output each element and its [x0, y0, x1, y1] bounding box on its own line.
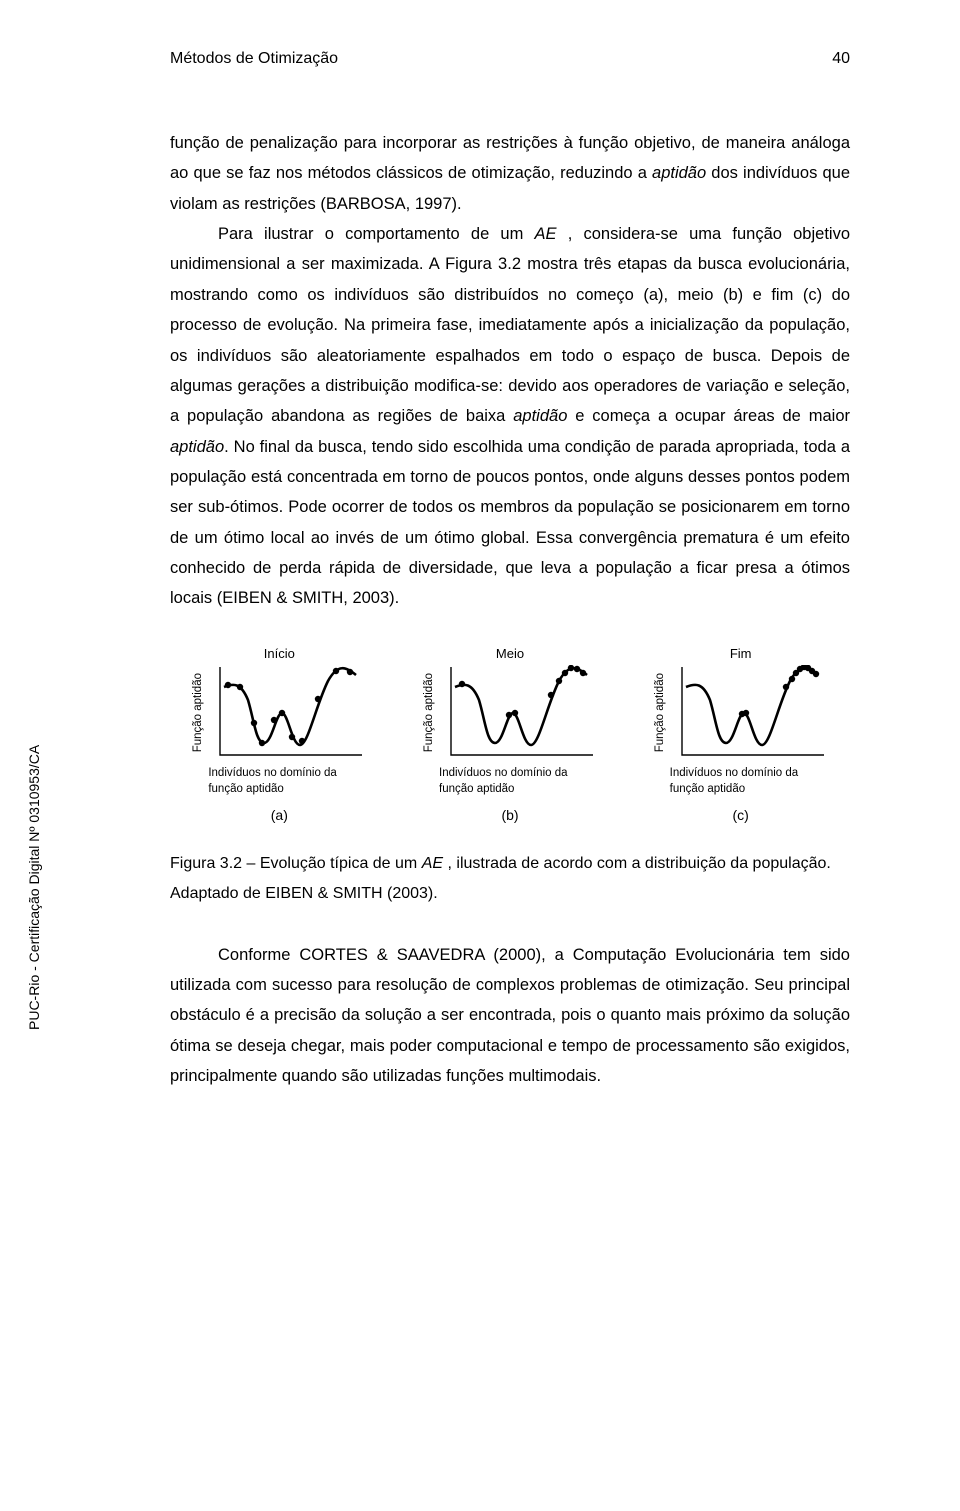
- plot-point: [788, 676, 794, 682]
- paragraph-3: Conforme CORTES & SAAVEDRA (2000), a Com…: [170, 940, 850, 1092]
- plot-point: [812, 671, 818, 677]
- plot-axes: [682, 667, 824, 755]
- plot-point: [580, 670, 586, 676]
- plot-svg: [437, 665, 597, 761]
- p2-italic3: aptidão: [170, 438, 224, 456]
- paragraph-1: função de penalização para incorporar as…: [170, 128, 850, 219]
- figure-sublabel: (c): [733, 807, 749, 823]
- figure-sublabel: (b): [501, 807, 518, 823]
- figure-panel-2: Fim Função aptidão Indivíduos no domínio d…: [631, 646, 850, 823]
- figure-xlabel: Indivíduos no domínio da função aptidão: [652, 765, 830, 797]
- caption-t1: Figura 3.2 – Evolução típica de um: [170, 855, 422, 872]
- plot-svg: [668, 665, 828, 761]
- plot-wrap: Função aptidão: [192, 665, 366, 761]
- plot-point: [225, 682, 231, 688]
- figure-sublabel: (a): [271, 807, 288, 823]
- plot-point: [315, 696, 321, 702]
- plot-curve: [686, 668, 818, 745]
- p2-text1: Para ilustrar o comportamento de um: [218, 225, 535, 243]
- plot-curve: [224, 668, 356, 745]
- paragraph-2: Para ilustrar o comportamento de um AE ,…: [170, 219, 850, 614]
- plot-curve: [455, 668, 587, 745]
- figure-panel-title: Fim: [730, 646, 752, 661]
- plot-point: [299, 738, 305, 744]
- plot-point: [271, 717, 277, 723]
- p1-italic1: aptidão: [652, 164, 706, 182]
- plot-point: [333, 668, 339, 674]
- plot-svg: [206, 665, 366, 761]
- figure-xlabel: Indivíduos no domínio da função aptidão: [190, 765, 368, 797]
- figure-row: Início Função aptidão Indivíduos no domíni…: [170, 646, 850, 823]
- figure-ylabel: Função aptidão: [192, 673, 204, 752]
- plot-point: [574, 666, 580, 672]
- p2-text3: e começa a ocupar áreas de maior: [567, 407, 850, 425]
- plot-point: [289, 734, 295, 740]
- header-title: Métodos de Otimização: [170, 50, 338, 68]
- plot-point: [506, 712, 512, 718]
- plot-point: [556, 678, 562, 684]
- figure-panel-title: Meio: [496, 646, 524, 661]
- plot-point: [259, 740, 265, 746]
- plot-wrap: Função aptidão: [423, 665, 597, 761]
- plot-point: [459, 681, 465, 687]
- plot-point: [237, 684, 243, 690]
- plot-point: [568, 665, 574, 671]
- plot-axes: [451, 667, 593, 755]
- p2-italic1: AE: [535, 225, 557, 243]
- plot-point: [742, 710, 748, 716]
- figure-caption: Figura 3.2 – Evolução típica de um AE , …: [170, 849, 850, 910]
- plot-point: [279, 710, 285, 716]
- plot-point: [562, 670, 568, 676]
- p2-text4: . No final da busca, tendo sido escolhid…: [170, 438, 850, 608]
- p2-text2: , considera-se uma função objetivo unidi…: [170, 225, 850, 425]
- plot-point: [548, 692, 554, 698]
- figure-panel-0: Início Função aptidão Indivíduos no domíni…: [170, 646, 389, 823]
- p2-italic2: aptidão: [513, 407, 567, 425]
- page-number: 40: [832, 50, 850, 68]
- caption-i1: AE: [422, 855, 443, 872]
- figure-xlabel: Indivíduos no domínio da função aptidão: [421, 765, 599, 797]
- figure-ylabel: Função aptidão: [423, 673, 435, 752]
- watermark: PUC-Rio - Certificação Digital Nº 031095…: [26, 745, 42, 1030]
- figure-panel-1: Meio Função aptidão Indivíduos no domínio …: [401, 646, 620, 823]
- figure-ylabel: Função aptidão: [654, 673, 666, 752]
- plot-axes: [220, 667, 362, 755]
- plot-wrap: Função aptidão: [654, 665, 828, 761]
- plot-point: [251, 720, 257, 726]
- plot-point: [347, 669, 353, 675]
- plot-point: [782, 684, 788, 690]
- figure-panel-title: Início: [264, 646, 295, 661]
- plot-point: [512, 710, 518, 716]
